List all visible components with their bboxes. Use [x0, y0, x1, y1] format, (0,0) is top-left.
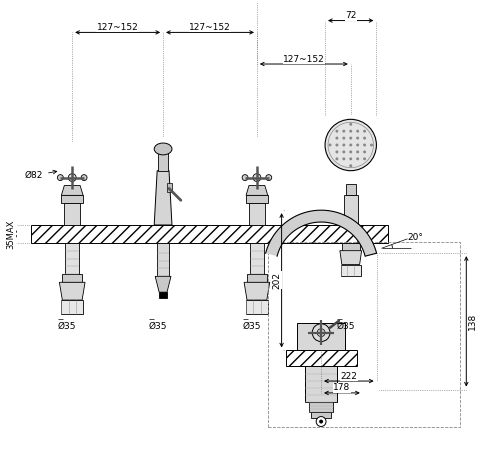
Bar [268, 242, 460, 428]
Circle shape [363, 130, 366, 133]
Circle shape [350, 158, 352, 160]
Bar [30, 225, 388, 243]
Circle shape [350, 144, 352, 147]
Circle shape [356, 158, 359, 160]
Polygon shape [244, 282, 270, 300]
Circle shape [363, 137, 366, 139]
Circle shape [356, 137, 359, 139]
Circle shape [336, 137, 338, 139]
Polygon shape [340, 251, 361, 265]
Bar [298, 323, 345, 351]
Bar [306, 366, 337, 402]
Bar [246, 300, 268, 314]
Text: 127~152: 127~152 [97, 23, 138, 32]
Text: 72: 72 [345, 11, 356, 20]
Circle shape [328, 144, 332, 147]
Bar [344, 195, 358, 225]
Polygon shape [266, 210, 376, 256]
Circle shape [356, 150, 359, 153]
Circle shape [68, 174, 76, 181]
Text: 222: 222 [340, 372, 357, 381]
Circle shape [242, 175, 248, 180]
Circle shape [336, 144, 338, 147]
Bar [341, 265, 360, 276]
Ellipse shape [154, 143, 172, 155]
Circle shape [316, 417, 326, 427]
Polygon shape [246, 185, 268, 195]
Bar [310, 402, 333, 412]
Bar [62, 300, 83, 314]
Circle shape [342, 137, 345, 139]
Bar [247, 274, 267, 282]
Circle shape [363, 150, 366, 153]
Circle shape [312, 324, 330, 342]
Bar [157, 243, 169, 276]
Circle shape [350, 164, 352, 167]
Bar [286, 351, 356, 366]
Text: 178: 178 [334, 383, 350, 392]
Text: Ø35: Ø35 [58, 322, 76, 331]
Bar [64, 203, 80, 225]
Text: 127~152: 127~152 [189, 23, 231, 32]
Circle shape [350, 123, 352, 126]
Circle shape [319, 419, 323, 423]
Circle shape [356, 144, 359, 147]
Bar [246, 195, 268, 203]
Bar [311, 412, 331, 418]
Bar [159, 292, 167, 298]
Bar [249, 203, 265, 225]
Polygon shape [155, 276, 171, 292]
Circle shape [266, 175, 272, 180]
Circle shape [350, 150, 352, 153]
Polygon shape [60, 282, 85, 300]
Circle shape [336, 158, 338, 160]
Polygon shape [62, 185, 83, 195]
Text: 202: 202 [272, 272, 281, 289]
Circle shape [356, 130, 359, 133]
Circle shape [342, 144, 345, 147]
Circle shape [253, 174, 261, 181]
Text: 35MAX: 35MAX [6, 219, 16, 248]
Text: Ø35: Ø35 [149, 322, 168, 331]
Circle shape [350, 137, 352, 139]
Text: 138: 138 [468, 313, 476, 330]
Bar [346, 184, 356, 195]
Text: Ø35: Ø35 [242, 322, 261, 331]
Text: 127~152: 127~152 [283, 54, 325, 63]
Polygon shape [154, 171, 172, 225]
Bar [66, 243, 79, 274]
Text: 20°: 20° [407, 234, 423, 243]
Bar [62, 195, 83, 203]
Circle shape [342, 158, 345, 160]
Bar [250, 243, 264, 274]
Circle shape [336, 130, 338, 133]
Circle shape [342, 150, 345, 153]
Circle shape [58, 175, 64, 180]
Circle shape [81, 175, 87, 180]
Bar [342, 243, 359, 251]
Circle shape [317, 328, 325, 337]
Text: Ø82: Ø82 [25, 170, 56, 180]
Bar [158, 153, 168, 171]
Circle shape [363, 144, 366, 147]
Circle shape [350, 130, 352, 133]
Circle shape [370, 144, 373, 147]
Circle shape [363, 158, 366, 160]
Circle shape [325, 119, 376, 171]
Bar [167, 183, 172, 193]
Text: Ø35: Ø35 [336, 322, 355, 331]
Bar [62, 274, 82, 282]
Circle shape [336, 150, 338, 153]
Circle shape [342, 130, 345, 133]
